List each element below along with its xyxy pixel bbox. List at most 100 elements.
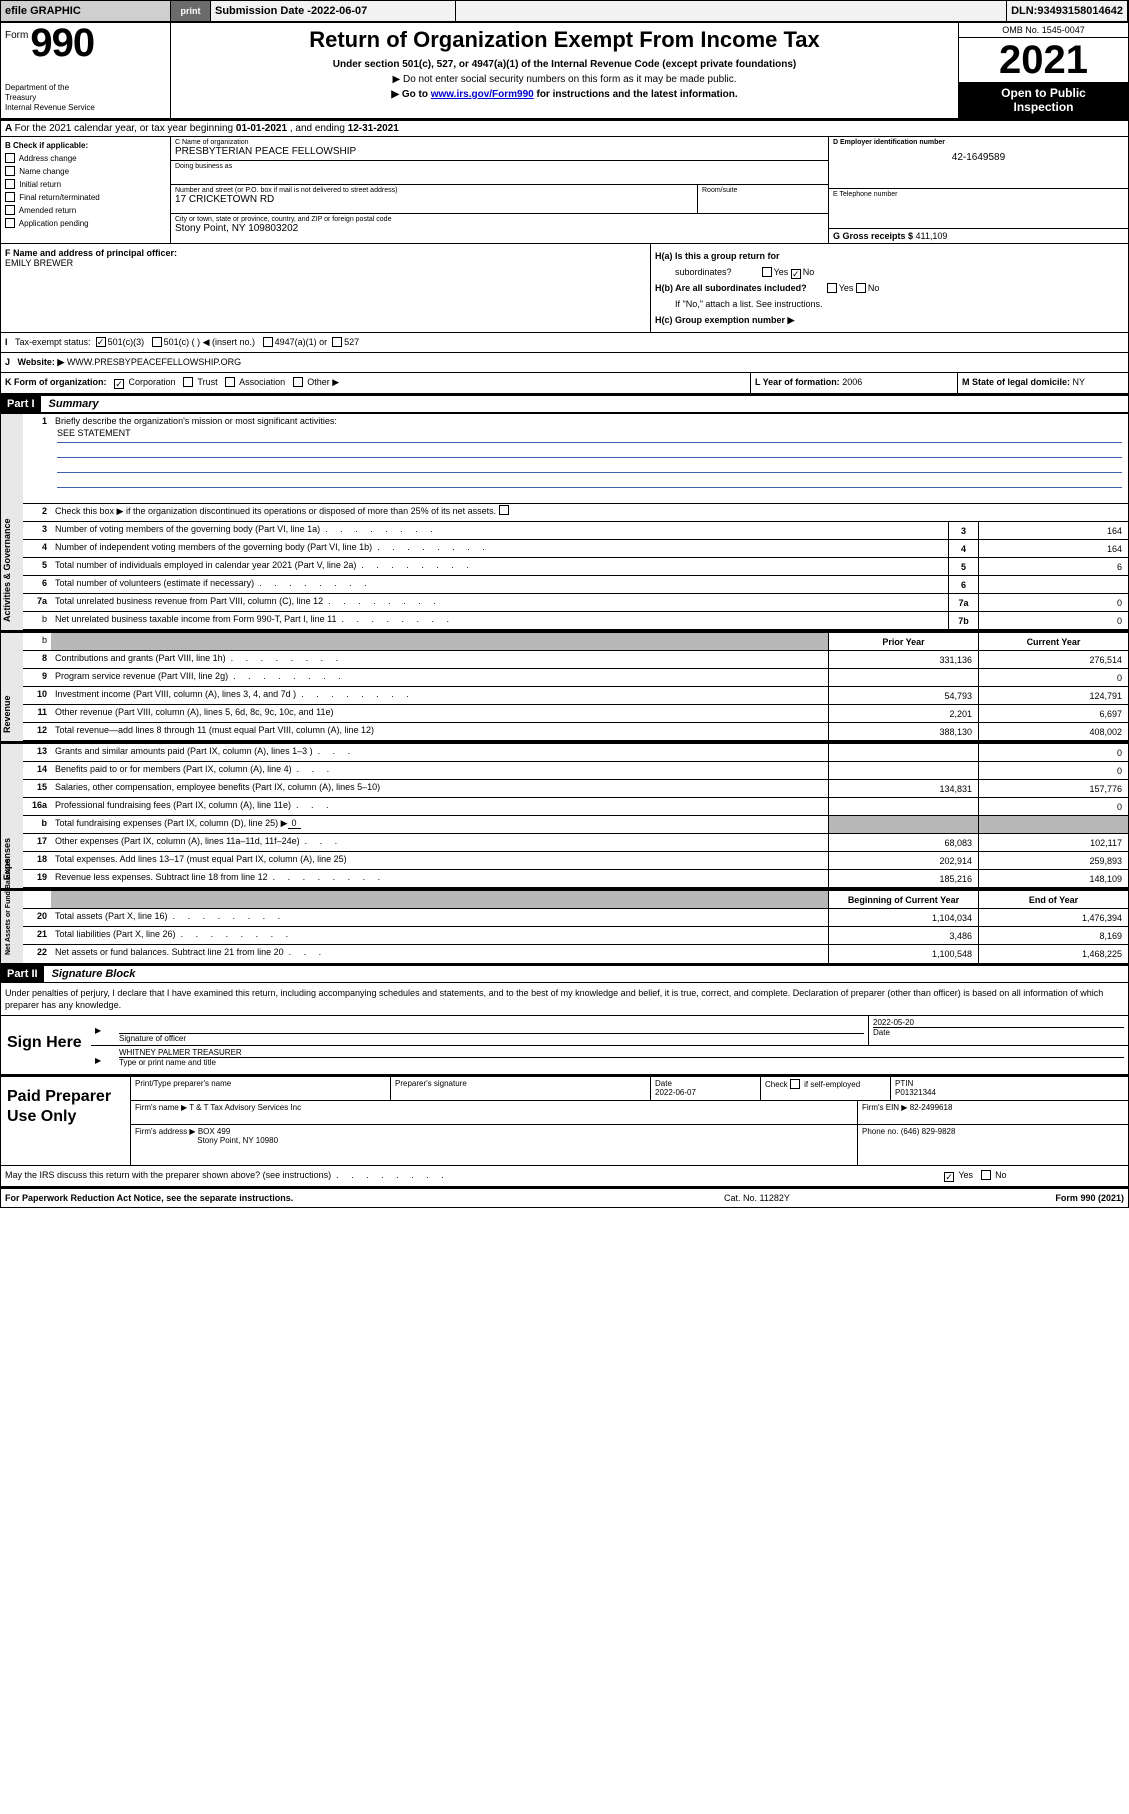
- line-7b: Net unrelated business taxable income fr…: [51, 612, 948, 629]
- chk-assoc[interactable]: [225, 377, 235, 387]
- firm-name-value: T & T Tax Advisory Services Inc: [189, 1103, 301, 1112]
- print-button[interactable]: print: [171, 1, 211, 21]
- firm-ein-label: Firm's EIN ▶: [862, 1103, 910, 1112]
- chk-discuss-no[interactable]: [981, 1170, 991, 1180]
- topbar-blank: [456, 1, 1007, 21]
- open-inspection-badge: Open to PublicInspection: [959, 82, 1128, 118]
- curr-14: 0: [978, 762, 1128, 779]
- firm-addr1: BOX 499: [198, 1127, 230, 1136]
- chk-amended[interactable]: [5, 205, 15, 215]
- chk-name-change[interactable]: [5, 166, 15, 176]
- year-formation: L Year of formation: 2006: [751, 373, 958, 393]
- form-ref: Form 990 (2021): [924, 1193, 1124, 1203]
- line-21: Total liabilities (Part X, line 26): [51, 927, 828, 944]
- line-13: Grants and similar amounts paid (Part IX…: [51, 744, 828, 761]
- firm-addr-label: Firm's address ▶: [135, 1127, 198, 1136]
- line-14: Benefits paid to or for members (Part IX…: [51, 762, 828, 779]
- end-year-header: End of Year: [978, 891, 1128, 908]
- chk-app-pending[interactable]: [5, 218, 15, 228]
- chk-501c[interactable]: [152, 337, 162, 347]
- row-j-website: J Website: ▶ WWW.PRESBYPEACEFELLOWSHIP.O…: [1, 353, 1128, 373]
- cat-no: Cat. No. 11282Y: [724, 1193, 924, 1203]
- line-15: Salaries, other compensation, employee b…: [51, 780, 828, 797]
- val-7b: 0: [978, 612, 1128, 629]
- prior-11: 2,201: [828, 705, 978, 722]
- firm-ein-value: 82-2499618: [910, 1103, 953, 1112]
- chk-ha-yes[interactable]: [762, 267, 772, 277]
- form-header: Form990 Department of the Treasury Inter…: [1, 23, 1128, 121]
- beg-year-header: Beginning of Current Year: [828, 891, 978, 908]
- firm-phone-value: (646) 829-9828: [901, 1127, 956, 1136]
- line-16b: Total fundraising expenses (Part IX, col…: [51, 816, 828, 833]
- paid-preparer-label: Paid Preparer Use Only: [1, 1077, 131, 1165]
- val-3: 164: [978, 522, 1128, 539]
- ptin-label: PTIN: [895, 1079, 913, 1088]
- city-value: Stony Point, NY 109803202: [175, 223, 824, 234]
- chk-527[interactable]: [332, 337, 342, 347]
- ein-label: D Employer identification number: [833, 139, 945, 146]
- signature-block: Sign Here ▶ Signature of officer 2022-05…: [1, 1016, 1128, 1077]
- chk-initial-return[interactable]: [5, 179, 15, 189]
- chk-hb-no[interactable]: [856, 283, 866, 293]
- form-id-box: Form990 Department of the Treasury Inter…: [1, 23, 171, 118]
- form-number: 990: [30, 25, 94, 61]
- line-18: Total expenses. Add lines 13–17 (must eq…: [51, 852, 828, 869]
- chk-address-change[interactable]: [5, 153, 15, 163]
- side-tab-activities: Activities & Governance: [1, 414, 23, 630]
- top-bar: efile GRAPHIC print Submission Date - 20…: [1, 1, 1128, 23]
- line-19: Revenue less expenses. Subtract line 18 …: [51, 870, 828, 887]
- line-7a: Total unrelated business revenue from Pa…: [51, 594, 948, 611]
- year-box: OMB No. 1545-0047 2021 Open to PublicIns…: [958, 23, 1128, 118]
- line-5: Total number of individuals employed in …: [51, 558, 948, 575]
- website-value: WWW.PRESBYPEACEFELLOWSHIP.ORG: [67, 357, 241, 368]
- form-990-page: efile GRAPHIC print Submission Date - 20…: [0, 0, 1129, 1208]
- section-expenses: Expenses 13 Grants and similar amounts p…: [1, 741, 1128, 888]
- omb-number: OMB No. 1545-0047: [959, 23, 1128, 38]
- sig-arrow-icon-2: ▶: [91, 1046, 115, 1074]
- line-11: Other revenue (Part VIII, column (A), li…: [51, 705, 828, 722]
- ptin-value: P01321344: [895, 1088, 936, 1097]
- chk-trust[interactable]: [183, 377, 193, 387]
- side-tab-revenue: Revenue: [1, 633, 23, 741]
- chk-hb-yes[interactable]: [827, 283, 837, 293]
- chk-other[interactable]: [293, 377, 303, 387]
- chk-4947[interactable]: [263, 337, 273, 347]
- state-domicile: M State of legal domicile: NY: [958, 373, 1128, 393]
- city-label: City or town, state or province, country…: [175, 216, 824, 223]
- prep-date-label: Date: [655, 1079, 672, 1088]
- chk-ha-no[interactable]: ✓: [791, 269, 801, 279]
- paid-preparer-block: Paid Preparer Use Only Print/Type prepar…: [1, 1077, 1128, 1166]
- perjury-declaration: Under penalties of perjury, I declare th…: [1, 983, 1128, 1016]
- entity-info-block: B Check if applicable: Address change Na…: [1, 137, 1128, 244]
- firm-phone-label: Phone no.: [862, 1127, 901, 1136]
- part-i-header: Part I Summary: [1, 396, 1128, 413]
- curr-13: 0: [978, 744, 1128, 761]
- line-20: Total assets (Part X, line 16): [51, 909, 828, 926]
- instructions-link[interactable]: www.irs.gov/Form990: [431, 89, 534, 100]
- curr-12: 408,002: [978, 723, 1128, 740]
- curr-9: 0: [978, 669, 1128, 686]
- chk-self-employed[interactable]: [790, 1079, 800, 1089]
- section-net-assets: Net Assets or Fund Balances Beginning of…: [1, 888, 1128, 963]
- line-22: Net assets or fund balances. Subtract li…: [51, 945, 828, 963]
- chk-corp[interactable]: ✓: [114, 379, 124, 389]
- chk-final-return[interactable]: [5, 192, 15, 202]
- curr-10: 124,791: [978, 687, 1128, 704]
- current-year-header: Current Year: [978, 633, 1128, 650]
- curr-16a: 0: [978, 798, 1128, 815]
- sig-date-value: 2022-05-20: [873, 1018, 1124, 1027]
- chk-501c3[interactable]: ✓: [96, 337, 106, 347]
- val-5: 6: [978, 558, 1128, 575]
- prep-self-employed: Check if self-employed: [765, 1080, 860, 1089]
- line-16a: Professional fundraising fees (Part IX, …: [51, 798, 828, 815]
- chk-discontinued[interactable]: [499, 505, 509, 515]
- part-ii-header: Part II Signature Block: [1, 963, 1128, 983]
- chk-discuss-yes[interactable]: ✓: [944, 1172, 954, 1182]
- prior-13: [828, 744, 978, 761]
- curr-8: 276,514: [978, 651, 1128, 668]
- col-b-checkboxes: B Check if applicable: Address change Na…: [1, 137, 171, 243]
- prior-14: [828, 762, 978, 779]
- submission-date: Submission Date - 2022-06-07: [211, 1, 456, 21]
- prior-9: [828, 669, 978, 686]
- mission-statement: SEE STATEMENT: [57, 428, 131, 438]
